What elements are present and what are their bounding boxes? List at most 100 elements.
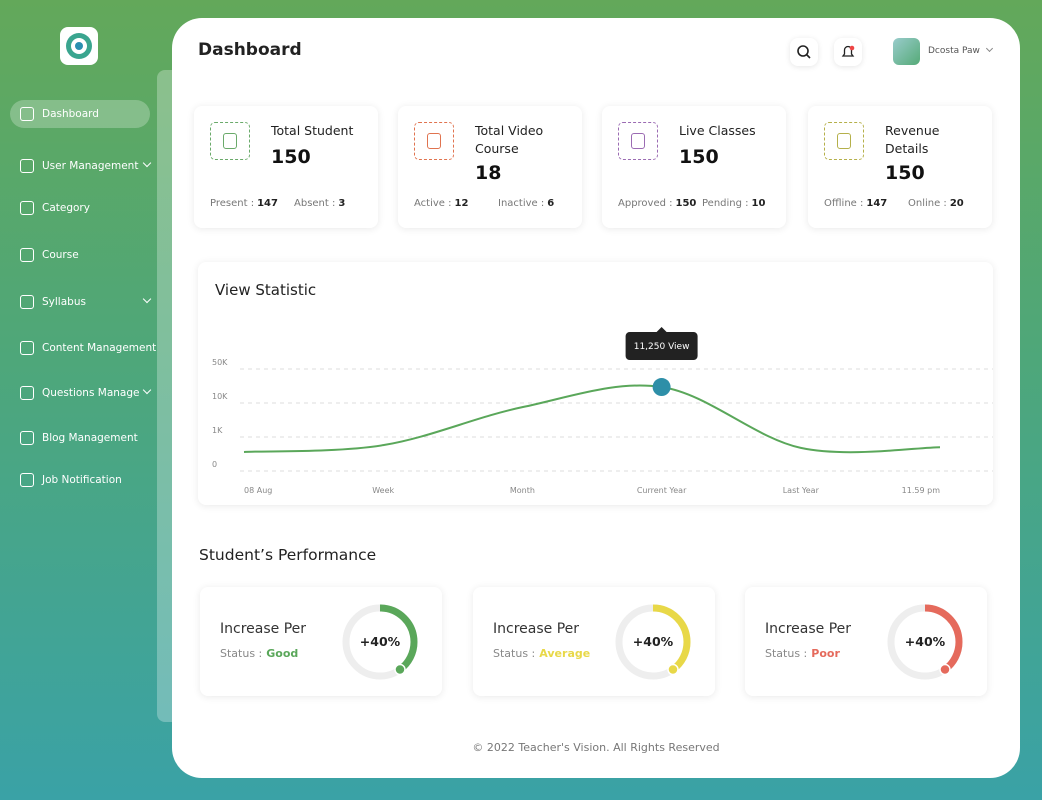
nav-label: Course — [42, 249, 79, 261]
gauge: +40% — [615, 604, 691, 680]
card-title: Total Student — [271, 123, 354, 138]
card-stat: Approved :150 — [618, 198, 696, 209]
stat-label: Pending : — [702, 198, 749, 209]
status-value: Average — [539, 647, 591, 660]
nav-label: Questions Manage — [42, 387, 140, 399]
gauge-label: +40% — [905, 634, 946, 649]
stat-value: 147 — [257, 198, 278, 209]
card-stat: Pending :10 — [702, 198, 765, 209]
card-icon-glyph — [427, 133, 441, 149]
nav-label: Content Management — [42, 342, 157, 354]
x-tick-label: 08 Aug — [244, 486, 272, 495]
nav-chevron[interactable] — [142, 158, 152, 168]
nav-icon — [20, 248, 34, 262]
footer: © 2022 Teacher's Vision. All Rights Rese… — [472, 741, 720, 754]
nav-chevron[interactable] — [142, 294, 152, 304]
status-label: Status : — [765, 647, 808, 660]
x-tick-label: Week — [372, 486, 394, 495]
chart-card: View Statistic 0 1K 10K 50K 08 Aug Week Month Cu… — [198, 262, 993, 505]
nav-chevron[interactable] — [142, 385, 152, 395]
nav-item[interactable]: Questions Manage — [10, 379, 152, 407]
search-button[interactable] — [790, 38, 818, 66]
card-icon — [824, 122, 864, 160]
stat-label: Online : — [908, 198, 947, 209]
y-tick-label: 0 — [212, 460, 217, 469]
line-chart: View Statistic 0 1K 10K 50K 08 Aug Week Month Cu… — [212, 281, 993, 495]
status-label: Status : — [493, 647, 536, 660]
y-tick-label: 1K — [212, 426, 223, 435]
tooltip-box — [625, 332, 698, 361]
tooltip: 11,250 View — [634, 342, 690, 352]
card-icon-glyph — [631, 133, 645, 149]
page-title: Dashboard — [198, 40, 302, 60]
card-value: 150 — [679, 146, 719, 168]
tooltip-arrow — [656, 327, 667, 333]
card-title: Revenue Details — [885, 123, 940, 156]
avatar[interactable] — [893, 38, 920, 65]
status-value: Good — [266, 647, 299, 660]
x-tick-label: Current Year — [637, 486, 687, 495]
nav-item[interactable]: Syllabus — [10, 288, 152, 316]
nav-icon — [20, 295, 34, 309]
gauge-arc — [887, 604, 963, 680]
stat-card: Live Classes 150 Approved :150 Pending :10 — [602, 106, 786, 228]
nav-item[interactable]: Blog Management — [10, 424, 150, 452]
x-tick-label: Month — [510, 486, 535, 495]
gauge: +40% — [342, 604, 418, 680]
card-value: 150 — [885, 162, 925, 184]
nav-label: Blog Management — [42, 432, 138, 444]
nav-item[interactable]: Course — [10, 241, 150, 269]
card-value: 18 — [475, 162, 502, 184]
card-stat: Inactive :6 — [498, 198, 554, 209]
nav-label: Category — [42, 202, 90, 214]
performance-card: Increase Per Status : Good +40% — [200, 587, 442, 696]
gauge-arc — [342, 604, 418, 680]
nav-icon — [20, 341, 34, 355]
stat-label: Absent : — [294, 198, 336, 209]
nav-item[interactable]: Category — [10, 194, 150, 222]
card-icon — [210, 122, 250, 160]
stat-label: Inactive : — [498, 198, 545, 209]
line — [243, 384, 941, 454]
gauge-label: +40% — [360, 634, 401, 649]
logo[interactable] — [60, 27, 98, 65]
nav-item[interactable]: User Management — [10, 152, 152, 180]
gauge-label: +40% — [633, 634, 674, 649]
stat-label: Approved : — [618, 198, 673, 209]
status-label: Status : — [220, 647, 263, 660]
stat-value: 12 — [454, 198, 469, 209]
stat-value: 6 — [547, 198, 555, 209]
performance-status: Status : Good — [220, 647, 298, 660]
gauge-arc — [615, 604, 691, 680]
performance-title: Increase Per — [765, 621, 852, 637]
x-tick-label: 11.59 pm — [902, 486, 941, 495]
performance-card: Increase Per Status : Average +40% — [473, 587, 715, 696]
user-name[interactable]: Dcosta Paw — [928, 46, 980, 56]
stat-value: 147 — [866, 198, 888, 209]
card-value: 150 — [271, 146, 311, 168]
performance-title: Increase Per — [220, 621, 307, 637]
stat-value: 10 — [751, 198, 766, 209]
nav-item[interactable]: Job Notification — [10, 466, 150, 494]
gauge-end — [939, 663, 951, 676]
nav-item[interactable]: Content Management — [10, 334, 156, 362]
performance-title: Increase Per — [493, 621, 580, 637]
nav-icon — [20, 473, 34, 487]
performance-card: Increase Per Status : Poor +40% — [745, 587, 987, 696]
card-stat: Absent :3 — [294, 198, 345, 209]
card-stat: Active :12 — [414, 198, 468, 209]
logo-icon — [66, 33, 92, 59]
card-title: Total Video Course — [475, 123, 544, 156]
performance-status: Status : Average — [493, 647, 590, 660]
notification-button[interactable] — [834, 38, 862, 66]
nav-item[interactable]: Dashboard — [10, 100, 150, 128]
nav-label: User Management — [42, 160, 139, 172]
card-icon — [414, 122, 454, 160]
card-title: Live Classes — [679, 123, 756, 138]
highlight-point[interactable] — [652, 378, 671, 397]
x-tick-label: Last Year — [783, 486, 820, 495]
gauge: +40% — [887, 604, 963, 680]
chart-title: View Statistic — [215, 281, 316, 299]
nav-icon — [20, 107, 34, 121]
